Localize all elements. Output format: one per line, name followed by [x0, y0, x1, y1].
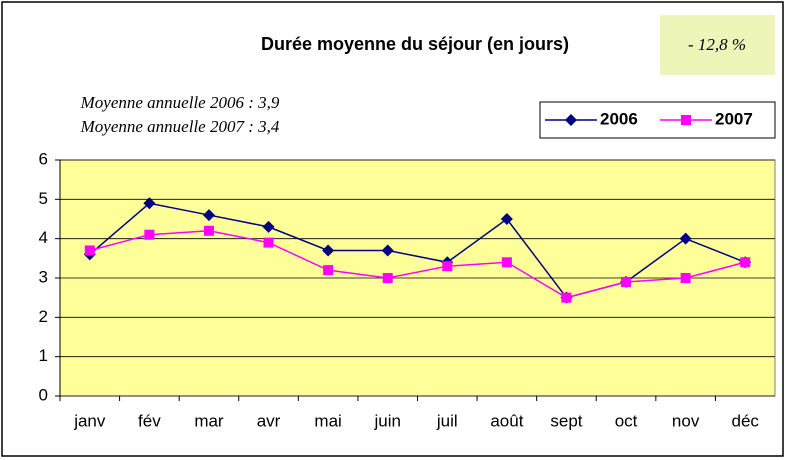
legend-marker [681, 115, 691, 125]
y-tick-label: 6 [39, 149, 48, 168]
annotation: - 12,8 % [688, 35, 746, 54]
point [143, 197, 156, 210]
x-tick-label: avr [257, 411, 281, 430]
point [263, 237, 274, 248]
point [561, 292, 572, 303]
series-line [89, 202, 746, 299]
y-tick-label: 3 [39, 267, 48, 286]
chart-title: Durée moyenne du séjour (en jours) [261, 34, 569, 54]
point [322, 244, 335, 257]
y-tick-label: 2 [39, 307, 48, 326]
point [84, 245, 95, 256]
legend-label: 2006 [600, 109, 638, 128]
series-line [89, 230, 746, 299]
annotation: Moyenne annuelle 2006 : 3,9 [80, 93, 280, 112]
annotation: Moyenne annuelle 2007 : 3,4 [80, 117, 280, 136]
point [500, 213, 513, 225]
y-tick-label: 0 [39, 385, 48, 404]
point [202, 209, 215, 222]
y-tick-label: 4 [39, 228, 48, 247]
x-tick-label: nov [672, 411, 700, 430]
x-tick-label: déc [731, 411, 759, 430]
legend-label: 2007 [715, 109, 753, 128]
x-tick-label: sept [550, 411, 582, 430]
point [501, 257, 512, 268]
point [621, 276, 632, 287]
point [442, 261, 453, 272]
x-tick-label: janv [73, 411, 106, 430]
point [680, 273, 691, 283]
point [381, 244, 394, 257]
point [679, 232, 692, 245]
point [144, 229, 155, 240]
x-tick-label: août [490, 411, 523, 430]
y-tick-label: 5 [39, 189, 48, 208]
x-tick-label: juin [373, 411, 400, 430]
point [740, 257, 751, 268]
annotation-box [660, 15, 775, 75]
legend-marker [565, 114, 577, 126]
point [262, 220, 275, 233]
x-tick-label: mar [194, 411, 224, 430]
point [203, 225, 214, 236]
x-tick-label: juil [436, 411, 458, 430]
y-tick-label: 1 [39, 346, 48, 365]
x-tick-label: fév [138, 411, 161, 430]
point [323, 265, 334, 276]
point [382, 273, 393, 283]
x-tick-label: oct [615, 411, 638, 430]
x-tick-label: mai [314, 411, 341, 430]
